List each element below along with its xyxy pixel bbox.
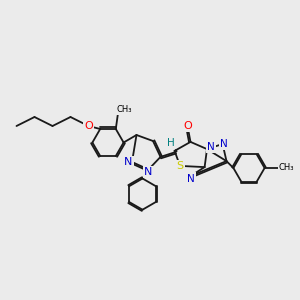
Text: N: N	[144, 167, 153, 177]
Text: CH₃: CH₃	[116, 105, 132, 114]
Text: N: N	[187, 173, 194, 184]
Text: S: S	[176, 161, 184, 171]
Text: O: O	[183, 121, 192, 131]
Text: N: N	[220, 139, 228, 149]
Text: O: O	[84, 121, 93, 131]
Text: H: H	[167, 137, 174, 148]
Text: CH₃: CH₃	[279, 164, 294, 172]
Text: N: N	[207, 142, 214, 152]
Text: N: N	[124, 157, 133, 167]
